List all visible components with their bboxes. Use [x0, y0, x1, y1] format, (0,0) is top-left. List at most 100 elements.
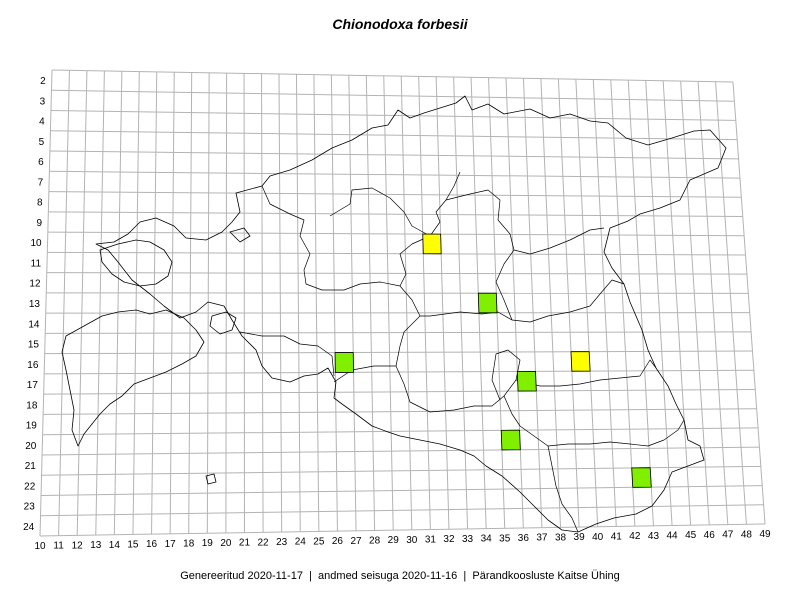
- column-label: 18: [183, 539, 195, 550]
- column-labels: 10 11 12 13 14 15 16 17 18 19 20 21 22 23 24 25 26 27 28 29…: [34, 529, 771, 552]
- grid-line-horizontal: [49, 150, 739, 160]
- occurrence-cells: [334, 233, 652, 488]
- column-label: 38: [555, 532, 567, 543]
- row-label: 4: [39, 117, 45, 128]
- row-label: 7: [38, 177, 44, 188]
- grid-line-vertical: [645, 80, 673, 526]
- column-label: 19: [202, 538, 214, 549]
- column-label: 40: [592, 532, 604, 543]
- row-label: 6: [38, 157, 44, 168]
- grid-line-horizontal: [49, 170, 740, 179]
- coastline: [61, 95, 727, 533]
- column-label: 24: [295, 537, 307, 548]
- column-label: 26: [332, 536, 344, 547]
- column-label: 46: [704, 530, 716, 541]
- row-label: 24: [23, 522, 35, 533]
- grid-line-vertical: [592, 79, 617, 527]
- grid-line-vertical: [557, 78, 580, 528]
- column-label: 17: [165, 539, 177, 550]
- vormsi-island: [229, 227, 251, 243]
- column-label: 35: [499, 533, 511, 544]
- occurrence-cell-green: [334, 352, 354, 373]
- column-label: 10: [34, 541, 46, 552]
- footer-generated: Genereeritud 2020-11-17: [180, 570, 303, 582]
- saaremaa-island: [61, 309, 205, 447]
- grid-line-vertical: [680, 81, 710, 525]
- column-label: 44: [666, 531, 678, 542]
- occurrence-cell-green: [477, 292, 498, 314]
- grid-line-vertical: [383, 75, 394, 531]
- column-label: 34: [481, 534, 493, 545]
- grid-line-horizontal: [50, 130, 738, 141]
- grid-line-vertical: [610, 79, 636, 527]
- grid-line-vertical: [453, 77, 469, 529]
- row-label: 13: [29, 299, 41, 310]
- column-label: 22: [258, 537, 270, 548]
- row-label: 14: [28, 319, 40, 330]
- grid-line-horizontal: [45, 331, 752, 334]
- grid-line-horizontal: [48, 211, 743, 218]
- row-label: 20: [25, 441, 37, 452]
- grid-line-vertical: [113, 71, 123, 535]
- column-label: 39: [574, 532, 586, 543]
- muhu-island: [209, 311, 237, 335]
- occurrence-cell-yellow: [422, 233, 442, 255]
- grid-line-vertical: [697, 81, 729, 525]
- grid-line-horizontal: [46, 292, 749, 294]
- grid-line-vertical: [715, 81, 747, 525]
- footer: Genereeritud 2020-11-17 | andmed seisuga…: [0, 570, 800, 582]
- column-label: 16: [146, 539, 158, 550]
- grid-line-horizontal: [42, 446, 760, 456]
- row-label: 19: [26, 421, 38, 432]
- grid-line-vertical: [225, 73, 228, 533]
- row-label: 18: [26, 400, 38, 411]
- grid-line-vertical: [365, 75, 376, 531]
- column-label: 48: [741, 529, 753, 540]
- column-label: 25: [313, 536, 325, 547]
- grid-line-horizontal: [43, 408, 757, 415]
- column-label: 30: [406, 535, 418, 546]
- footer-organization: Pärandkoosluste Kaitse Ühing: [472, 570, 620, 582]
- column-label: 21: [239, 538, 251, 549]
- grid-line-vertical: [206, 72, 210, 534]
- grid-line-horizontal: [51, 89, 735, 102]
- row-label: 21: [25, 461, 37, 472]
- row-label: 3: [40, 96, 46, 107]
- grid-line-vertical: [95, 70, 105, 536]
- grid-line-vertical: [132, 71, 140, 535]
- grid-line-vertical: [313, 74, 320, 532]
- column-label: 43: [648, 531, 660, 542]
- row-label: 12: [29, 279, 41, 290]
- grid-line-vertical: [400, 76, 413, 530]
- row-label: 10: [30, 238, 42, 249]
- grid-line-vertical: [732, 81, 766, 525]
- grid-line-horizontal: [41, 465, 761, 476]
- grid-line-horizontal: [48, 191, 742, 198]
- column-label: 11: [53, 541, 64, 552]
- column-label: 20: [220, 538, 232, 549]
- row-label: 2: [40, 76, 46, 87]
- grid-line-vertical: [151, 71, 158, 535]
- grid-line-vertical: [348, 75, 357, 531]
- column-label: 31: [425, 535, 437, 546]
- column-label: 28: [369, 535, 381, 546]
- grid-line-horizontal: [46, 272, 747, 275]
- row-label: 17: [27, 380, 39, 391]
- grid-line-horizontal: [50, 110, 736, 121]
- grid-line-horizontal: [41, 485, 763, 496]
- grid-line-vertical: [188, 72, 193, 534]
- footer-separator: |: [463, 570, 467, 582]
- grid-line-horizontal: [47, 231, 745, 237]
- grid-line-vertical: [505, 77, 524, 529]
- footer-data-state: andmed seisuga 2020-11-16: [318, 570, 458, 582]
- grid-line-horizontal: [47, 251, 746, 256]
- occurrence-cell-green: [631, 467, 652, 488]
- column-label: 29: [388, 535, 400, 546]
- row-label: 9: [37, 218, 43, 229]
- map-title: Chionodoxa forbesii: [332, 16, 468, 32]
- row-label: 22: [24, 481, 36, 492]
- footer-separator: |: [309, 570, 312, 582]
- grid-line-vertical: [76, 70, 88, 536]
